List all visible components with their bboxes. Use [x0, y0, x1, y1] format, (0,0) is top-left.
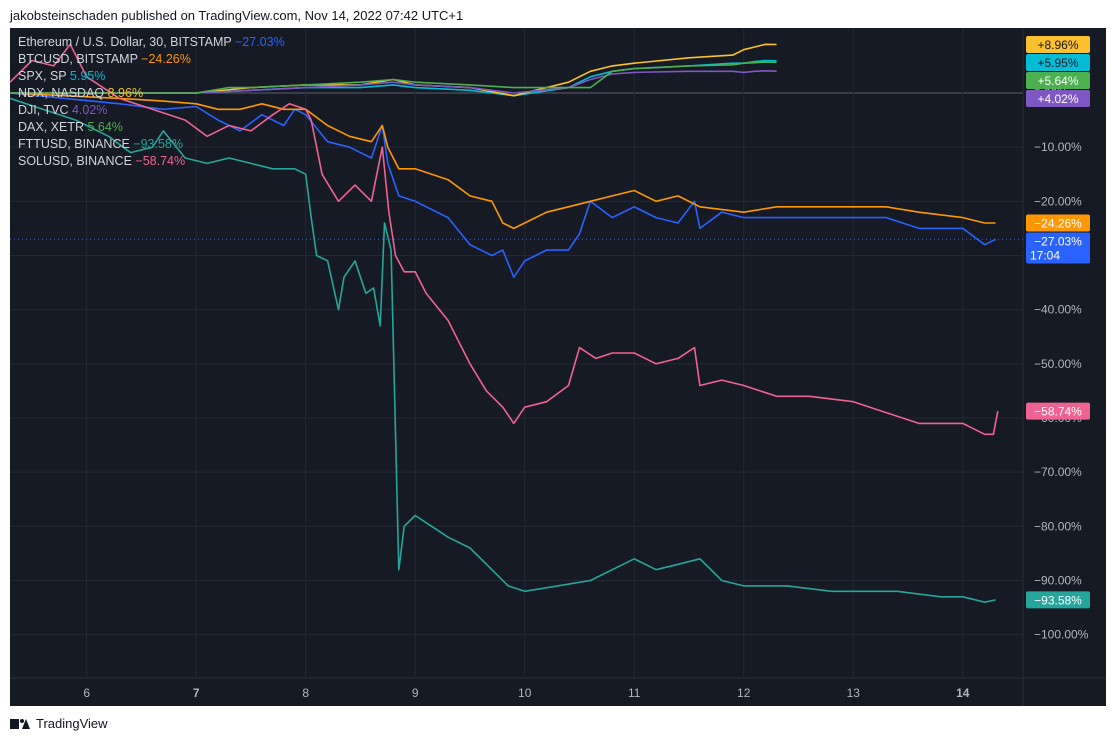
- legend-series-name: Ethereum / U.S. Dollar, 30, BITSTAMP: [18, 35, 235, 49]
- legend-item-6: FTTUSD, BINANCE −93.58%: [18, 137, 183, 151]
- series-line-7: [10, 43, 999, 436]
- countdown-label: 17:04: [1030, 249, 1060, 263]
- value-badge-5: [1026, 71, 1090, 89]
- legend-series-name: BTCUSD, BITSTAMP: [18, 52, 141, 66]
- y-tick-label: −70.00%: [1034, 465, 1082, 479]
- legend-series-value: −27.03%: [235, 35, 285, 49]
- legend-series-name: SOLUSD, BINANCE: [18, 154, 135, 168]
- legend-series-value: 8.96%: [108, 86, 143, 100]
- series-line-1: [10, 92, 996, 230]
- legend-item-5: DAX, XETR 5.64%: [18, 120, 123, 134]
- legend-series-value: −93.58%: [133, 137, 183, 151]
- series-line-4: [10, 69, 777, 94]
- y-tick-label: −80.00%: [1034, 519, 1082, 533]
- y-tick-label: −90.00%: [1034, 574, 1082, 588]
- value-badge-label: +8.96%: [1037, 38, 1078, 52]
- value-badge-6: [1026, 591, 1090, 609]
- y-tick-label: −100.00%: [1034, 628, 1089, 642]
- legend-series-name: DAX, XETR: [18, 120, 87, 134]
- value-badge-1: [1026, 214, 1090, 232]
- value-badge-label: +5.64%: [1037, 74, 1078, 88]
- publish-info: jakobsteinschaden published on TradingVi…: [10, 8, 464, 23]
- x-tick-label: 11: [628, 686, 641, 700]
- legend-series-value: 5.95%: [70, 69, 105, 83]
- footer-brand-label: TradingView: [36, 716, 108, 731]
- y-tick-label: −10.00%: [1034, 140, 1082, 154]
- x-tick-label: 12: [737, 686, 751, 700]
- chart-canvas[interactable]: 0.00%−10.00%−20.00%−30.00%−40.00%−50.00%…: [10, 28, 1106, 706]
- series-line-5: [10, 61, 777, 94]
- value-badge-0: [1026, 232, 1090, 264]
- legend-series-value: −24.26%: [141, 52, 191, 66]
- value-badge-4: [1026, 89, 1090, 107]
- value-badge-label: +5.95%: [1037, 56, 1078, 70]
- y-tick-label: −40.00%: [1034, 303, 1082, 317]
- plot-background: [10, 28, 1106, 706]
- legend-series-name: DJI, TVC: [18, 103, 72, 117]
- x-tick-label: 8: [302, 686, 309, 700]
- value-badge-label: −58.74%: [1034, 405, 1082, 419]
- value-badge-label: −24.26%: [1034, 217, 1082, 231]
- value-badge-7: [1026, 402, 1090, 420]
- x-tick-label: 7: [193, 686, 200, 700]
- legend-series-value: 5.64%: [87, 120, 122, 134]
- value-badge-3: [1026, 35, 1090, 53]
- x-tick-label: 14: [956, 686, 970, 700]
- x-tick-label: 13: [847, 686, 861, 700]
- legend-item-0: Ethereum / U.S. Dollar, 30, BITSTAMP −27…: [18, 35, 285, 49]
- x-tick-label: 10: [518, 686, 532, 700]
- y-tick-label: −20.00%: [1034, 194, 1082, 208]
- y-tick-label: −50.00%: [1034, 357, 1082, 371]
- legend-series-name: FTTUSD, BINANCE: [18, 137, 133, 151]
- x-tick-label: 6: [83, 686, 90, 700]
- tradingview-logo-icon: [10, 717, 30, 731]
- value-badge-label: +4.02%: [1037, 92, 1078, 106]
- legend-item-1: BTCUSD, BITSTAMP −24.26%: [18, 52, 191, 66]
- legend-series-name: NDX, NASDAQ: [18, 86, 108, 100]
- legend-item-3: NDX, NASDAQ 8.96%: [18, 86, 143, 100]
- legend-series-value: 4.02%: [72, 103, 107, 117]
- series-line-0: [10, 92, 996, 278]
- legend-item-2: SPX, SP 5.95%: [18, 69, 105, 83]
- legend-series-value: −58.74%: [135, 154, 185, 168]
- legend-series-name: SPX, SP: [18, 69, 70, 83]
- value-badge-label: −27.03%: [1034, 235, 1082, 249]
- x-tick-label: 9: [412, 686, 419, 700]
- legend-item-4: DJI, TVC 4.02%: [18, 103, 107, 117]
- value-badge-2: [1026, 53, 1090, 71]
- series-line-6: [10, 97, 996, 604]
- footer-brand[interactable]: TradingView: [10, 716, 108, 731]
- legend-item-7: SOLUSD, BINANCE −58.74%: [18, 154, 185, 168]
- value-badge-label: −93.58%: [1034, 593, 1082, 607]
